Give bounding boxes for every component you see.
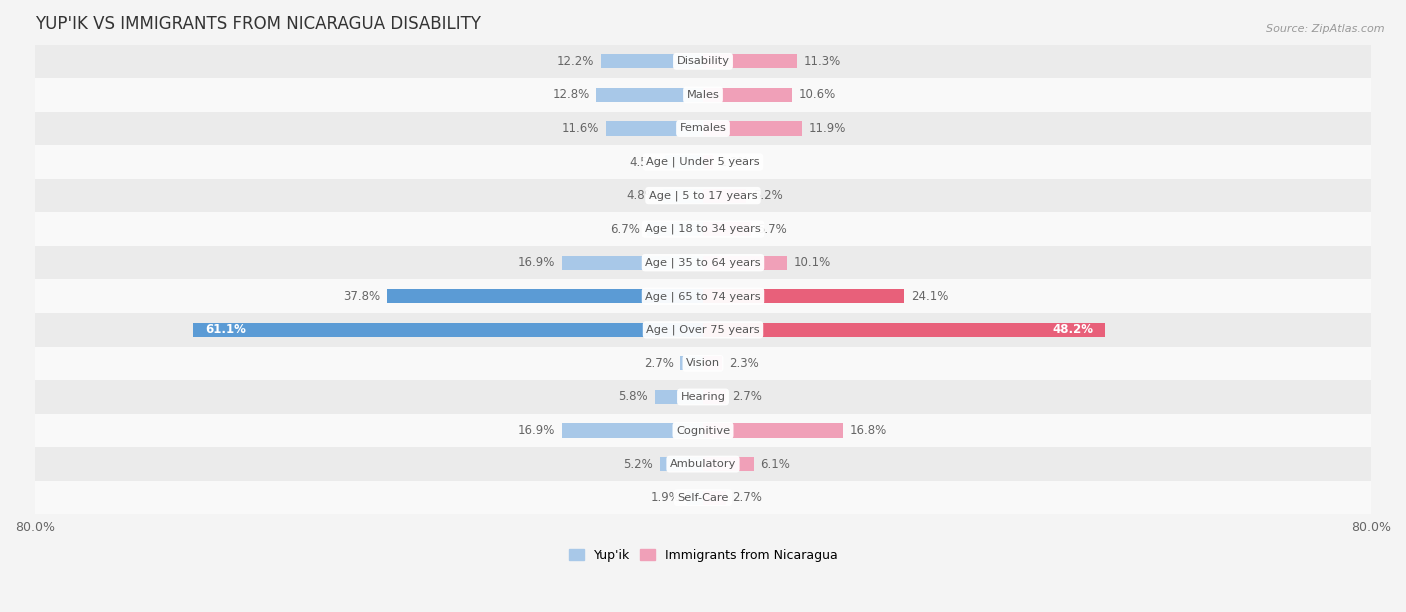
Bar xyxy=(703,356,723,370)
Text: 10.1%: 10.1% xyxy=(794,256,831,269)
Bar xyxy=(596,88,703,102)
Text: 5.2%: 5.2% xyxy=(754,189,783,202)
Text: 5.7%: 5.7% xyxy=(758,223,787,236)
Bar xyxy=(681,356,703,370)
Text: 2.3%: 2.3% xyxy=(728,357,759,370)
Bar xyxy=(703,155,713,169)
Text: 6.7%: 6.7% xyxy=(610,223,640,236)
Text: Age | 65 to 74 years: Age | 65 to 74 years xyxy=(645,291,761,302)
Text: 2.7%: 2.7% xyxy=(733,390,762,403)
Bar xyxy=(562,424,703,438)
Bar xyxy=(35,246,1371,280)
Bar xyxy=(562,256,703,270)
Bar xyxy=(35,179,1371,212)
Bar xyxy=(602,54,703,69)
Text: 24.1%: 24.1% xyxy=(911,289,948,303)
Bar xyxy=(35,414,1371,447)
Text: 11.3%: 11.3% xyxy=(804,55,841,68)
Bar xyxy=(647,222,703,236)
Bar xyxy=(703,390,725,404)
Text: Age | Over 75 years: Age | Over 75 years xyxy=(647,324,759,335)
Bar xyxy=(35,380,1371,414)
Text: 11.9%: 11.9% xyxy=(808,122,846,135)
Text: 12.2%: 12.2% xyxy=(557,55,595,68)
Bar xyxy=(703,222,751,236)
Bar xyxy=(703,188,747,203)
Text: 48.2%: 48.2% xyxy=(1052,323,1092,337)
Text: 11.6%: 11.6% xyxy=(562,122,599,135)
Text: Vision: Vision xyxy=(686,359,720,368)
Text: Ambulatory: Ambulatory xyxy=(669,459,737,469)
Text: Age | 5 to 17 years: Age | 5 to 17 years xyxy=(648,190,758,201)
Text: 12.8%: 12.8% xyxy=(553,88,589,102)
Bar xyxy=(388,289,703,304)
Bar xyxy=(35,111,1371,145)
Bar xyxy=(703,491,725,505)
Text: 4.5%: 4.5% xyxy=(628,155,659,168)
Bar xyxy=(35,313,1371,346)
Bar xyxy=(606,121,703,135)
Bar xyxy=(703,88,792,102)
Text: Disability: Disability xyxy=(676,56,730,66)
Text: Cognitive: Cognitive xyxy=(676,425,730,436)
Bar xyxy=(655,390,703,404)
Bar xyxy=(703,121,803,135)
Text: 5.2%: 5.2% xyxy=(623,458,652,471)
Text: 6.1%: 6.1% xyxy=(761,458,790,471)
Text: Females: Females xyxy=(679,124,727,133)
Text: 61.1%: 61.1% xyxy=(205,323,246,337)
Bar xyxy=(703,323,1105,337)
Text: Age | 35 to 64 years: Age | 35 to 64 years xyxy=(645,258,761,268)
Bar xyxy=(688,491,703,505)
Bar xyxy=(35,78,1371,111)
Text: Age | Under 5 years: Age | Under 5 years xyxy=(647,157,759,167)
Bar xyxy=(35,212,1371,246)
Text: 16.9%: 16.9% xyxy=(517,424,555,437)
Bar xyxy=(35,346,1371,380)
Text: 1.9%: 1.9% xyxy=(651,491,681,504)
Text: Self-Care: Self-Care xyxy=(678,493,728,502)
Bar xyxy=(35,45,1371,78)
Text: 4.8%: 4.8% xyxy=(627,189,657,202)
Bar xyxy=(703,289,904,304)
Text: 16.9%: 16.9% xyxy=(517,256,555,269)
Bar xyxy=(35,280,1371,313)
Bar xyxy=(35,481,1371,515)
Text: 37.8%: 37.8% xyxy=(343,289,381,303)
Text: Source: ZipAtlas.com: Source: ZipAtlas.com xyxy=(1267,24,1385,34)
Text: 5.8%: 5.8% xyxy=(619,390,648,403)
Bar xyxy=(703,54,797,69)
Bar xyxy=(703,256,787,270)
Text: YUP'IK VS IMMIGRANTS FROM NICARAGUA DISABILITY: YUP'IK VS IMMIGRANTS FROM NICARAGUA DISA… xyxy=(35,15,481,33)
Text: Age | 18 to 34 years: Age | 18 to 34 years xyxy=(645,224,761,234)
Text: 16.8%: 16.8% xyxy=(851,424,887,437)
Bar xyxy=(703,424,844,438)
Legend: Yup'ik, Immigrants from Nicaragua: Yup'ik, Immigrants from Nicaragua xyxy=(564,543,842,567)
Bar xyxy=(665,155,703,169)
Bar xyxy=(703,457,754,471)
Text: 1.2%: 1.2% xyxy=(720,155,749,168)
Text: Hearing: Hearing xyxy=(681,392,725,402)
Text: 2.7%: 2.7% xyxy=(733,491,762,504)
Text: 2.7%: 2.7% xyxy=(644,357,673,370)
Text: Males: Males xyxy=(686,90,720,100)
Bar xyxy=(35,447,1371,481)
Bar xyxy=(659,457,703,471)
Bar xyxy=(662,188,703,203)
Bar xyxy=(35,145,1371,179)
Bar xyxy=(193,323,703,337)
Text: 10.6%: 10.6% xyxy=(799,88,835,102)
